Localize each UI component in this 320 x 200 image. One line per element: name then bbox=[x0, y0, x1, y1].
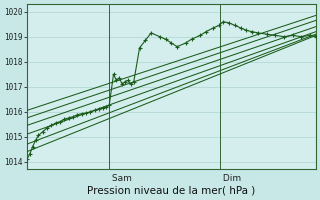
X-axis label: Pression niveau de la mer( hPa ): Pression niveau de la mer( hPa ) bbox=[87, 186, 255, 196]
